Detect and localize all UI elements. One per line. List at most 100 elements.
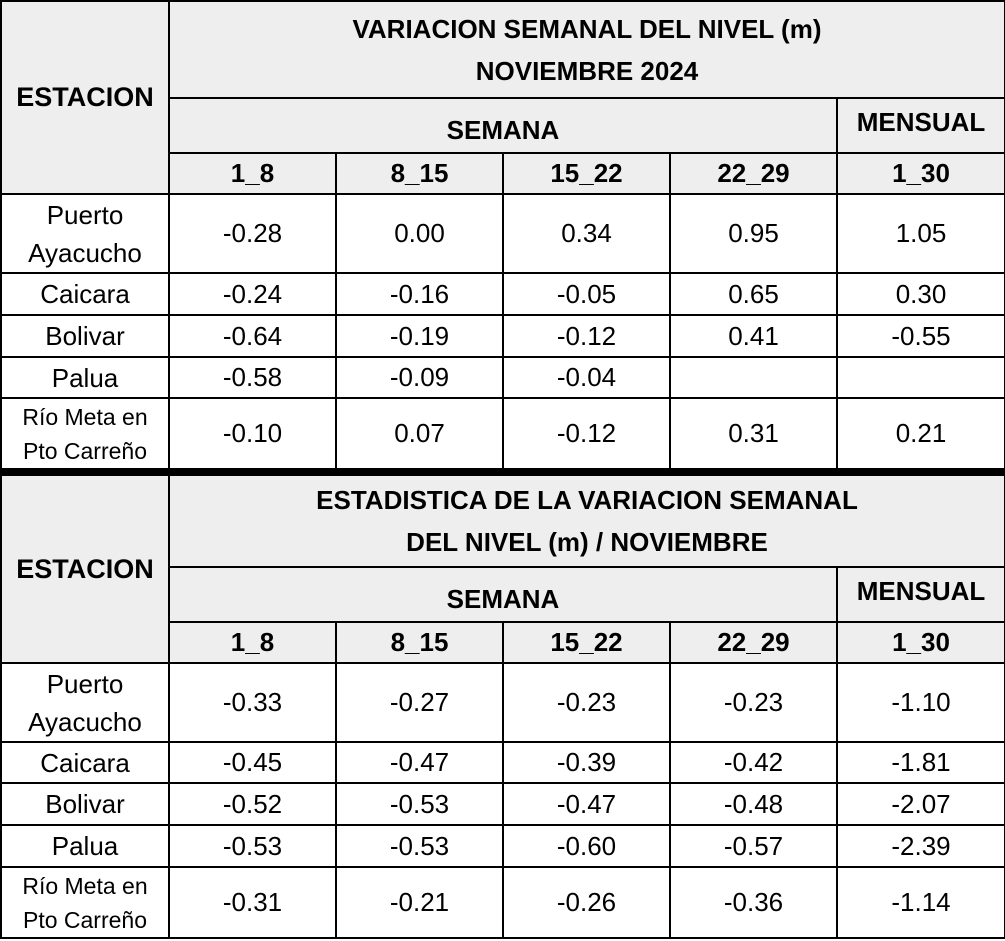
title-line: NOVIEMBRE 2024	[475, 55, 699, 86]
week-header: 1_8	[168, 621, 337, 664]
value-cell: -0.10	[168, 397, 337, 470]
value-cell: -1.81	[836, 741, 1005, 784]
value-cell: 0.00	[335, 193, 504, 274]
station-name: Caicara	[0, 272, 170, 316]
station-name: Río Meta en Pto Carreño	[0, 866, 170, 939]
station-name: Palua	[0, 356, 170, 399]
value-cell: 0.65	[669, 272, 838, 316]
semana-header: SEMANA	[168, 566, 838, 623]
value-cell: -0.53	[335, 782, 504, 826]
week-header: 1_30	[836, 621, 1005, 664]
value-cell: -0.04	[502, 356, 671, 399]
value-cell: -2.39	[836, 824, 1005, 868]
data-table: ESTACION VARIACION SEMANAL DEL NIVEL (m) N…	[0, 0, 1005, 470]
value-cell: -0.16	[335, 272, 504, 316]
station-name: Bolivar	[0, 782, 170, 826]
value-cell: -0.05	[502, 272, 671, 316]
value-cell: -0.55	[836, 314, 1005, 358]
value-cell: -0.26	[502, 866, 671, 939]
value-cell: -0.21	[335, 866, 504, 939]
data-row: Río Meta en Pto Carreño -0.10 0.07 -0.12 0.3…	[0, 397, 1005, 470]
value-cell: -0.47	[502, 782, 671, 826]
data-row: Puerto Ayacucho -0.28 0.00 0.34 0.95 1.05	[0, 193, 1005, 274]
value-cell: -1.14	[836, 866, 1005, 939]
station-name: Palua	[0, 824, 170, 868]
value-cell: -0.27	[335, 662, 504, 743]
value-cell: -0.24	[168, 272, 337, 316]
value-cell: 0.07	[335, 397, 504, 470]
week-header: 1_30	[836, 152, 1005, 195]
header-row: ESTACION ESTADISTICA DE LA VARIACION SEMA…	[0, 472, 1005, 664]
week-header: 8_15	[335, 621, 504, 664]
data-table: ESTACION ESTADISTICA DE LA VARIACION SEMA…	[0, 470, 1005, 939]
week-header: 1_8	[168, 152, 337, 195]
header-row: 1_8 8_15 15_22 22_29 1_30	[1, 621, 1005, 664]
mensual-header: MENSUAL	[836, 566, 1005, 623]
value-cell: -0.33	[168, 662, 337, 743]
data-row: Bolivar -0.52 -0.53 -0.47 -0.48 -2.07	[0, 782, 1005, 826]
value-cell: 0.21	[836, 397, 1005, 470]
value-cell: -0.23	[669, 662, 838, 743]
station-name: Río Meta en Pto Carreño	[0, 397, 170, 470]
header-row: ESTACION VARIACION SEMANAL DEL NIVEL (m) N…	[0, 0, 1005, 195]
week-header: 15_22	[502, 152, 671, 195]
value-cell: -0.23	[502, 662, 671, 743]
value-cell: -0.60	[502, 824, 671, 868]
week-header: 8_15	[335, 152, 504, 195]
title-line: DEL NIVEL (m) / NOVIEMBRE	[406, 527, 768, 557]
value-cell: -0.09	[335, 356, 504, 399]
value-cell: -0.45	[168, 741, 337, 784]
value-cell: -0.12	[502, 314, 671, 358]
station-header: ESTACION	[0, 472, 170, 664]
value-cell: 0.31	[669, 397, 838, 470]
value-cell: -0.53	[168, 824, 337, 868]
data-row: Puerto Ayacucho -0.33 -0.27 -0.23 -0.23 -1.10	[0, 662, 1005, 743]
value-cell: -0.31	[168, 866, 337, 939]
value-cell: -0.48	[669, 782, 838, 826]
station-name: Bolivar	[0, 314, 170, 358]
header-row: SEMANA MENSUAL	[1, 97, 1005, 154]
value-cell: -0.47	[335, 741, 504, 784]
week-header: 15_22	[502, 621, 671, 664]
value-cell: 0.34	[502, 193, 671, 274]
table-title: VARIACION SEMANAL DEL NIVEL (m) NOVIEMBRE…	[168, 0, 1005, 99]
data-row: Caicara -0.24 -0.16 -0.05 0.65 0.30	[0, 272, 1005, 316]
value-cell: -0.28	[168, 193, 337, 274]
station-name: Puerto Ayacucho	[0, 193, 170, 274]
value-cell: -1.10	[836, 662, 1005, 743]
week-header: 22_29	[669, 152, 838, 195]
header-row: SEMANA MENSUAL	[1, 566, 1005, 623]
value-cell: -0.42	[669, 741, 838, 784]
value-cell: -0.39	[502, 741, 671, 784]
value-cell: -0.57	[669, 824, 838, 868]
value-cell: 0.95	[669, 193, 838, 274]
data-row: Palua -0.53 -0.53 -0.60 -0.57 -2.39	[0, 824, 1005, 868]
semana-header: SEMANA	[168, 97, 838, 154]
data-row: Palua -0.58 -0.09 -0.04	[0, 356, 1005, 399]
value-cell: -0.64	[168, 314, 337, 358]
title-line: VARIACION SEMANAL DEL NIVEL (m)	[352, 13, 822, 44]
value-cell: -0.58	[168, 356, 337, 399]
data-row: Río Meta en Pto Carreño -0.31 -0.21 -0.26 -0…	[0, 866, 1005, 939]
station-header: ESTACION	[0, 0, 170, 195]
station-name: Caicara	[0, 741, 170, 784]
value-cell: -0.36	[669, 866, 838, 939]
value-cell: 1.05	[836, 193, 1005, 274]
value-cell: 0.30	[836, 272, 1005, 316]
header-row: 1_8 8_15 15_22 22_29 1_30	[1, 152, 1005, 195]
value-cell	[669, 356, 838, 399]
data-row: Caicara -0.45 -0.47 -0.39 -0.42 -1.81	[0, 741, 1005, 784]
title-line: ESTADISTICA DE LA VARIACION SEMANAL	[316, 485, 858, 515]
value-cell: -2.07	[836, 782, 1005, 826]
week-header: 22_29	[669, 621, 838, 664]
mensual-header: MENSUAL	[836, 97, 1005, 154]
value-cell: -0.12	[502, 397, 671, 470]
value-cell: -0.53	[335, 824, 504, 868]
value-cell	[836, 356, 1005, 399]
station-name: Puerto Ayacucho	[0, 662, 170, 743]
value-cell: 0.41	[669, 314, 838, 358]
value-cell: -0.52	[168, 782, 337, 826]
table-title: ESTADISTICA DE LA VARIACION SEMANAL DEL N…	[168, 472, 1005, 568]
value-cell: -0.19	[335, 314, 504, 358]
